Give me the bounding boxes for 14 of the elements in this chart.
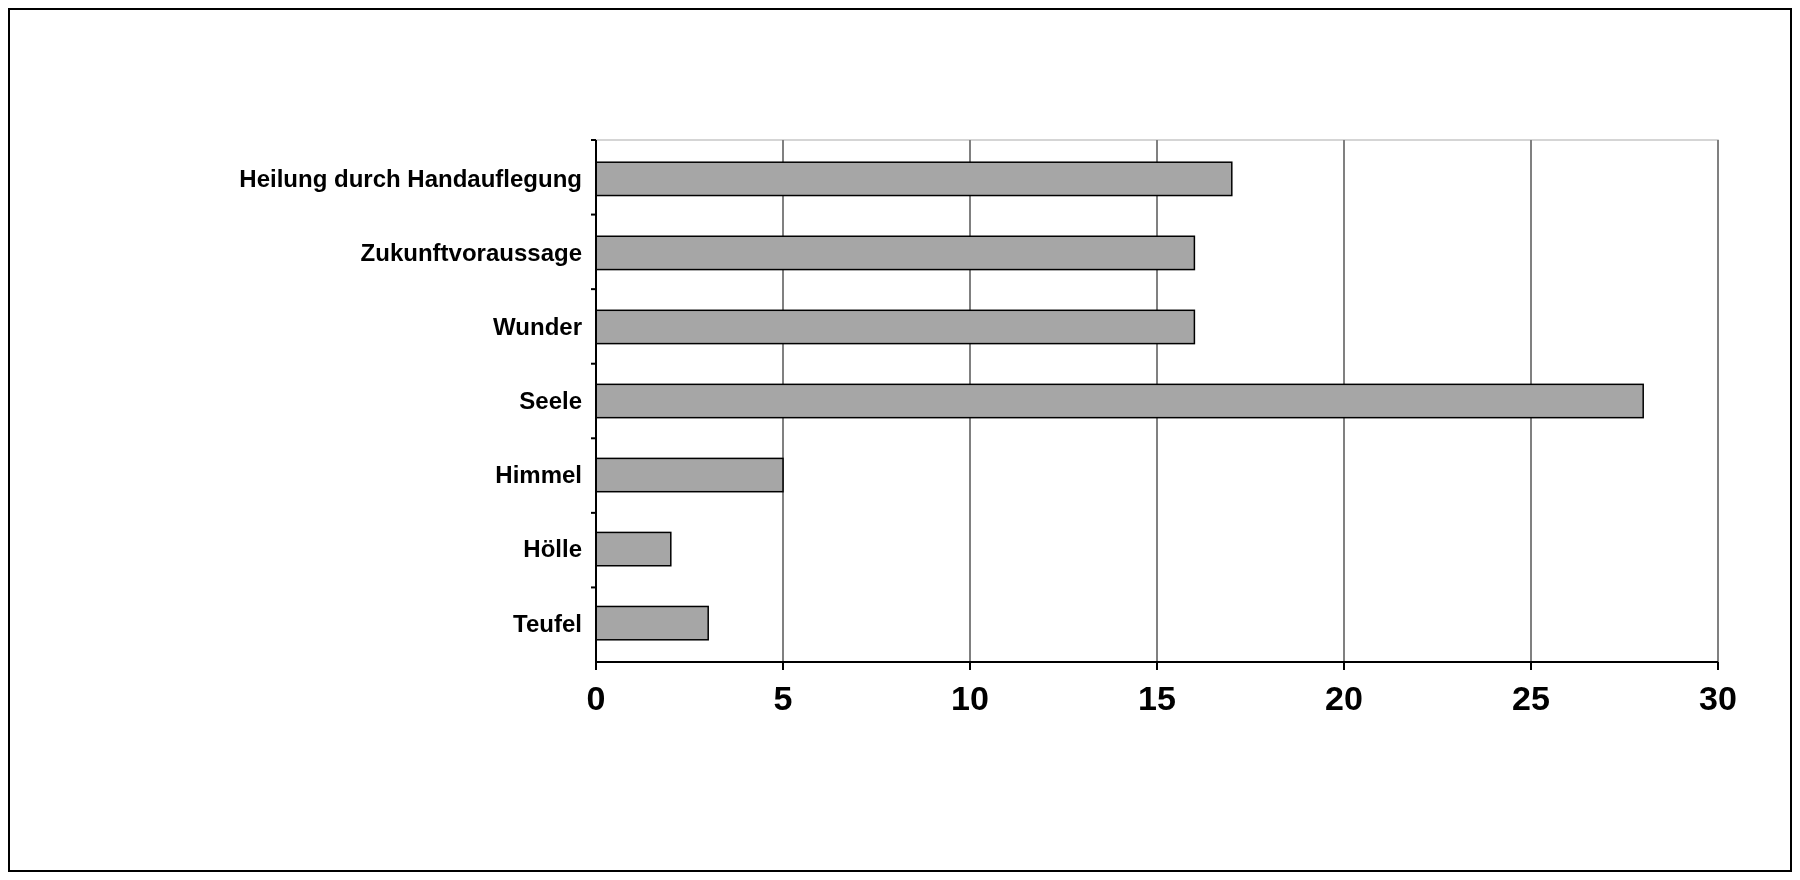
x-tick-label: 15	[1138, 679, 1176, 717]
x-tick-label: 5	[773, 679, 793, 717]
y-tick-label: Himmel	[495, 461, 582, 489]
y-tick-label: Hölle	[523, 535, 582, 563]
y-tick-label: Seele	[519, 387, 582, 415]
y-tick-label: Heilung durch Handauflegung	[239, 165, 582, 193]
x-tick-label: 20	[1325, 679, 1363, 717]
y-tick-label: Zukunftvoraussage	[360, 239, 582, 267]
x-tick-label: 0	[586, 679, 606, 717]
x-tick-label: 25	[1512, 679, 1550, 717]
x-tick-label: 30	[1699, 679, 1737, 717]
y-tick-label: Teufel	[513, 609, 582, 637]
y-tick-label: Wunder	[493, 313, 582, 341]
x-tick-label: 10	[951, 679, 989, 717]
